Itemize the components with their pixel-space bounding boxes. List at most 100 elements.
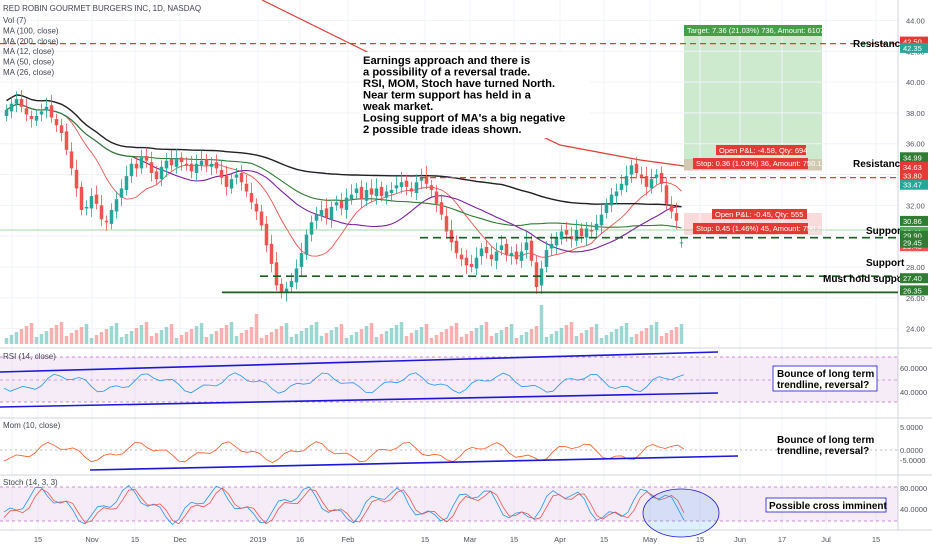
candle-body <box>409 188 414 192</box>
candle-body <box>354 188 359 194</box>
volume-bar <box>489 336 494 344</box>
ma-100 <box>6 94 682 208</box>
volume-bar <box>379 334 384 344</box>
volume-bar <box>429 338 434 344</box>
candle-body <box>654 174 659 178</box>
candle-body <box>399 182 404 187</box>
volume-bar <box>604 335 609 344</box>
price-tick: 32.00 <box>906 201 925 210</box>
candle-body <box>414 182 419 194</box>
volume-bar <box>679 324 684 344</box>
candle-body <box>134 163 139 169</box>
volume-bar <box>104 329 109 344</box>
volume-bar <box>44 331 49 344</box>
legend-item: MA (100, close) <box>3 26 59 35</box>
candle-body <box>509 253 514 257</box>
volume-bar <box>439 332 444 344</box>
volume-bar <box>79 327 84 344</box>
candle-body <box>674 213 679 221</box>
indicator-bands <box>0 356 898 522</box>
volume-bar <box>414 330 419 344</box>
volume-bar <box>484 322 489 344</box>
volume-bar <box>289 337 294 344</box>
candle-body <box>99 205 104 220</box>
candle-body <box>504 243 509 255</box>
resistance-mid-label: Resistance <box>853 159 906 170</box>
time-axis[interactable]: 15 Nov 15 Dec 2019 16 Feb 15 Mar 15 Apr 15 May 15 Jun 1… <box>34 535 880 544</box>
candle-body <box>209 163 214 167</box>
note-line: a possibility of a reversal trade. <box>363 67 530 79</box>
candle-body <box>249 193 254 203</box>
volume-bar <box>594 324 599 344</box>
must-hold-label: Must hold support <box>823 274 911 285</box>
indicator-legend: Vol (7)MA (100, close)MA (200, close)MA … <box>3 16 59 77</box>
candle-body <box>144 156 149 161</box>
candle-body <box>339 200 344 209</box>
candle-body <box>264 223 269 246</box>
candle-body <box>669 205 674 212</box>
volume-bar <box>304 328 309 344</box>
candle-body <box>114 199 119 212</box>
volume-bars <box>4 305 684 344</box>
volume-bar <box>69 333 74 344</box>
volume-bar <box>599 338 604 344</box>
price-label: 33.47 <box>903 181 922 190</box>
volume-bar <box>129 331 134 344</box>
candle-body <box>534 262 539 287</box>
candle-body <box>14 99 19 104</box>
candle-body <box>469 263 474 267</box>
volume-bar <box>544 337 549 344</box>
candle-body <box>244 183 249 192</box>
candle-body <box>204 159 209 166</box>
volume-bar <box>229 322 234 344</box>
price-label: 42.35 <box>903 44 922 53</box>
volume-bar <box>384 331 389 344</box>
candle-body <box>214 162 219 169</box>
volume-bar <box>299 331 304 344</box>
volume-bar <box>19 329 24 344</box>
volume-bar <box>194 326 199 344</box>
resistance-top-label: Resistance <box>853 39 906 50</box>
candle-body <box>124 176 129 190</box>
volume-bar <box>59 322 64 344</box>
candle-body <box>434 191 439 204</box>
candle-body <box>404 180 409 187</box>
price-label: 27.40 <box>903 274 922 283</box>
candle-body <box>239 173 244 183</box>
candle-body <box>524 242 529 251</box>
price-label-box <box>900 42 928 53</box>
time-tick: 15 <box>34 535 42 544</box>
volume-bar <box>124 334 129 344</box>
time-tick: May <box>643 535 657 544</box>
volume-bar <box>314 322 319 344</box>
volume-bar <box>234 336 239 344</box>
note-line: RSI, MOM, Stoch have turned North. <box>363 78 555 90</box>
candle-body <box>169 159 174 166</box>
volume-bar <box>264 335 269 344</box>
indicator-tick: -5.0000 <box>900 456 925 465</box>
price-label: 30.86 <box>903 217 922 226</box>
trade2-stop: Stop: 0.45 (1.46%) 45, Amount: 750.25 <box>696 224 826 233</box>
candle-body <box>459 254 464 260</box>
candle-body <box>579 228 584 237</box>
volume-bar <box>99 332 104 344</box>
volume-bar <box>334 327 339 344</box>
trade1-stop: Stop: 0.36 (1.03%) 36, Amount: 750.16 <box>696 159 826 168</box>
volume-bar <box>534 326 539 344</box>
candle-body <box>664 185 669 204</box>
price-axis[interactable]: 44.0042.0040.0038.0036.0034.0032.0030.00… <box>900 16 928 514</box>
volume-bar <box>524 332 529 344</box>
candle-body <box>229 179 234 189</box>
volume-bar <box>274 329 279 344</box>
candles <box>4 89 684 302</box>
time-tick: Dec <box>173 535 187 544</box>
volume-bar <box>344 338 349 344</box>
legend-item: MA (12, close) <box>3 47 54 56</box>
price-label: 29.90 <box>903 232 922 241</box>
candle-body <box>394 185 399 189</box>
trade1-open: Open P&L: -4.58, Qty: 694 <box>719 146 807 155</box>
candle-body <box>514 251 519 260</box>
candle-body <box>299 253 304 267</box>
candle-body <box>419 177 424 181</box>
